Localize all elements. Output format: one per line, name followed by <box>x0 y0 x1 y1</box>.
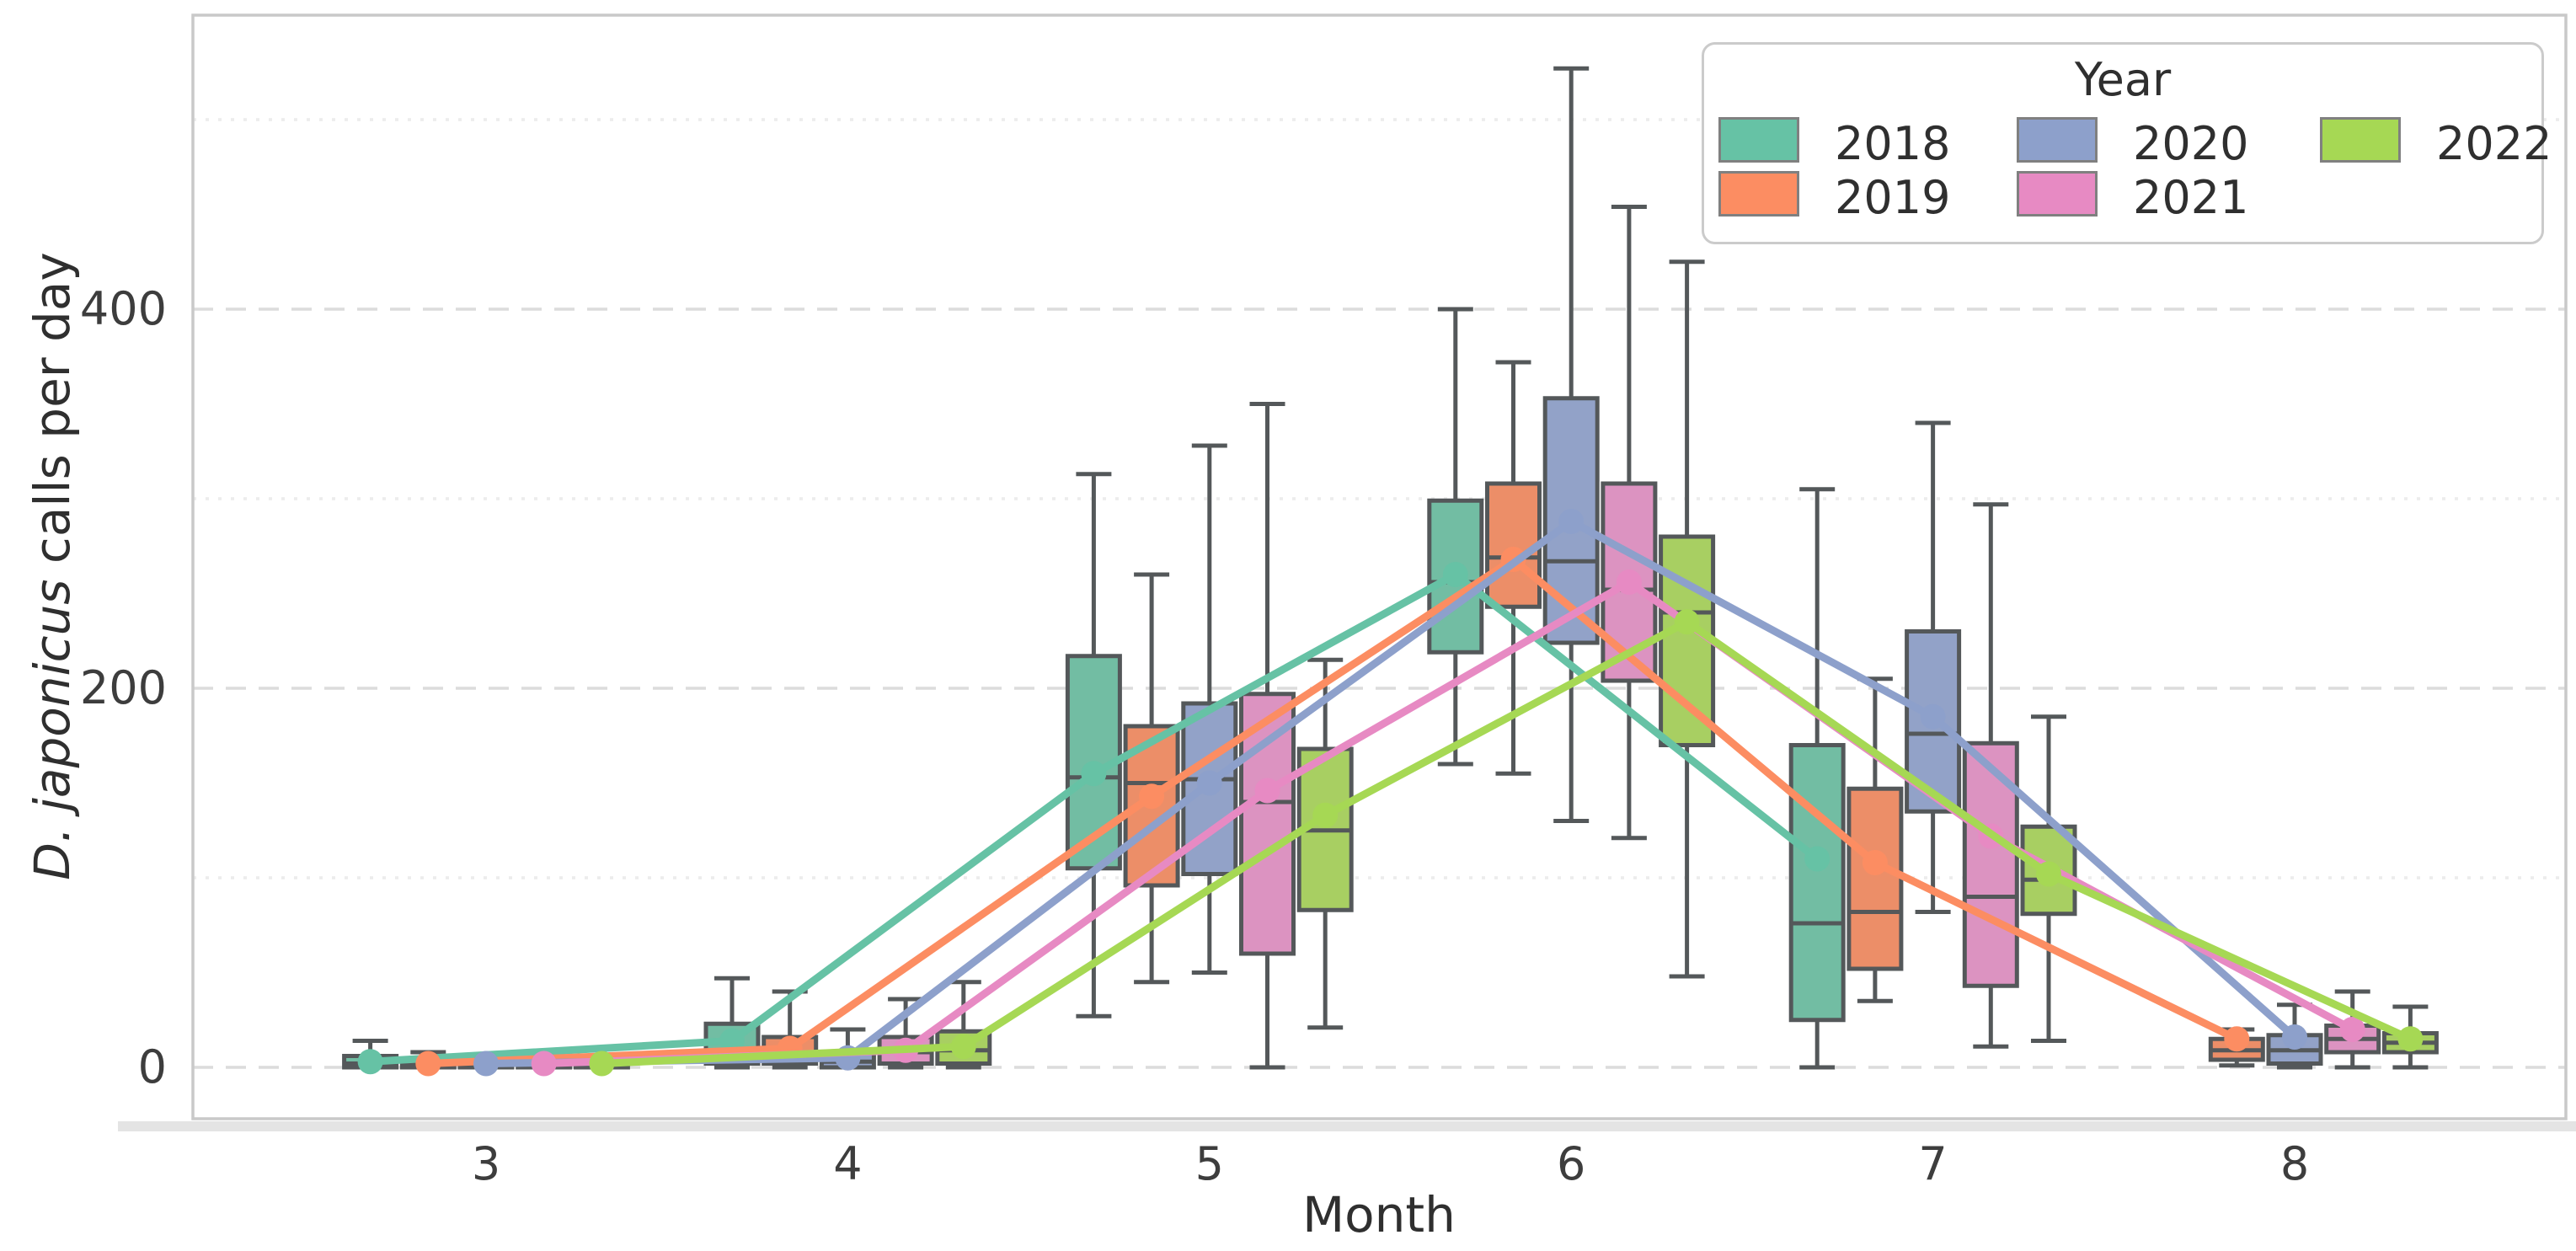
x-tick-7: 7 <box>1918 1137 1948 1190</box>
legend-label-2018: 2018 <box>1835 117 1951 170</box>
mean-dot-2020-month-6 <box>1558 509 1585 534</box>
mean-dot-2022-month-4 <box>950 1034 976 1060</box>
box-rect <box>1846 786 1904 971</box>
mean-dot-2021-month-6 <box>1616 569 1642 595</box>
y-tick-400: 400 <box>79 282 167 335</box>
y-axis-label-species: D. japonicus <box>24 579 81 880</box>
box-2021-month-8 <box>2324 989 2381 1070</box>
mean-dot-2022-month-6 <box>1674 609 1700 635</box>
box-2022-month-8 <box>2381 1004 2439 1070</box>
box-rect <box>1659 534 1716 747</box>
mean-dot-2020-month-8 <box>2282 1024 2307 1050</box>
box-2022-month-7 <box>2020 714 2077 1043</box>
mean-dot-2022-month-7 <box>2036 861 2061 887</box>
y-tick-200: 200 <box>79 661 167 714</box>
mean-dot-2019-month-3 <box>415 1051 441 1077</box>
legend-label-2021: 2021 <box>2133 171 2249 224</box>
legend-label-2019: 2019 <box>1835 171 1951 224</box>
mean-dot-2018-month-7 <box>1804 846 1830 872</box>
legend-swatch-2019 <box>1718 171 1799 217</box>
legend: Year 2018 2019 2020 2021 2022 <box>1702 42 2552 244</box>
x-tick-3: 3 <box>471 1137 501 1190</box>
mean-dot-2022-month-3 <box>589 1051 615 1077</box>
x-tick-4: 4 <box>833 1137 863 1190</box>
legend-swatch-2022 <box>2320 117 2401 163</box>
x-axis-label: Month <box>1302 1186 1456 1243</box>
mean-dot-2019-month-8 <box>2224 1026 2250 1052</box>
mean-dot-2021-month-8 <box>2339 1017 2365 1042</box>
legend-title: Year <box>2074 53 2172 106</box>
box-2018-month-7 <box>1788 487 1846 1070</box>
y-tick-0: 0 <box>137 1040 167 1093</box>
mean-dot-2018-month-6 <box>1442 562 1468 587</box>
box-rect <box>1788 743 1846 1023</box>
legend-swatch-2018 <box>1718 117 1799 163</box>
mean-dot-2020-month-3 <box>473 1051 499 1077</box>
x-tick-8: 8 <box>2279 1137 2310 1190</box>
mean-dot-2021-month-3 <box>531 1051 557 1077</box>
mean-dot-2018-month-5 <box>1081 761 1107 787</box>
box-2019-month-6 <box>1485 360 1542 776</box>
x-tick-6: 6 <box>1557 1137 1586 1190</box>
x-tick-5: 5 <box>1194 1137 1224 1190</box>
box-rect <box>1485 481 1542 609</box>
legend-label-2022: 2022 <box>2436 117 2552 170</box>
plot-border <box>191 13 2568 1120</box>
mean-dot-2021-month-5 <box>1254 778 1280 804</box>
mean-dot-2019-month-7 <box>1862 850 1888 875</box>
mean-dot-2022-month-5 <box>1312 802 1339 828</box>
trend-line-2022 <box>597 617 2414 1067</box>
mean-dot-2022-month-8 <box>2397 1026 2424 1052</box>
mean-dot-2020-month-7 <box>1920 703 1946 730</box>
mean-dot-2019-month-5 <box>1139 783 1165 810</box>
figure-bottom-band <box>118 1121 2576 1131</box>
trend-line-2020 <box>482 516 2299 1067</box>
legend-swatch-2021 <box>2017 171 2098 217</box>
box-2019-month-7 <box>1846 676 1904 1003</box>
y-axis-label: D. japonicus calls per day <box>20 145 84 987</box>
legend-label-2020: 2020 <box>2133 117 2249 170</box>
trend-line-2019 <box>424 554 2241 1067</box>
legend-swatch-2020 <box>2017 117 2098 163</box>
mean-dot-2020-month-5 <box>1196 770 1222 796</box>
mean-dot-2018-month-3 <box>357 1049 383 1075</box>
